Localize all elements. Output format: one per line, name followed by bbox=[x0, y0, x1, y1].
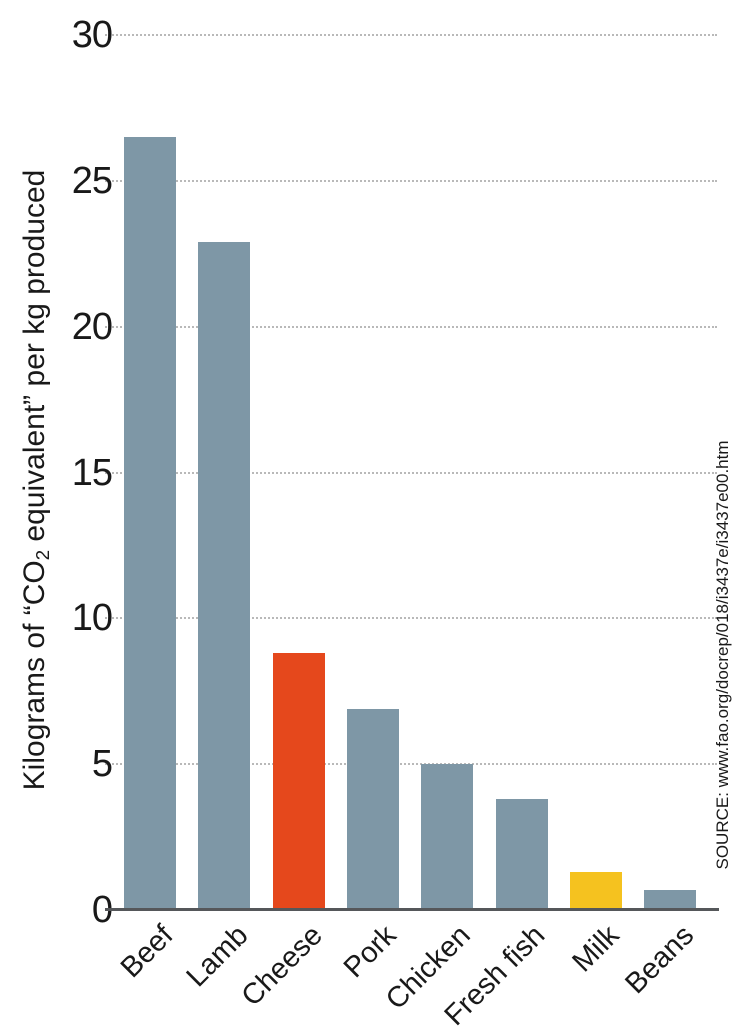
source-note: SOURCE: www.fao.org/docrep/018/i3437e/i3… bbox=[713, 440, 732, 870]
gridline bbox=[105, 471, 717, 474]
y-tick-label: 10 bbox=[71, 597, 113, 640]
x-category-label: Milk bbox=[566, 919, 626, 979]
bar-fresh-fish bbox=[495, 799, 548, 910]
bar-milk bbox=[569, 872, 622, 910]
bar-cheese bbox=[272, 653, 325, 910]
bar-lamb bbox=[198, 242, 251, 910]
bar-beef bbox=[124, 137, 176, 910]
x-category-label: Beef bbox=[115, 919, 180, 985]
bar-pork bbox=[346, 708, 399, 910]
y-axis-label-subscript: 2 bbox=[31, 549, 53, 561]
y-tick-label: 15 bbox=[71, 451, 113, 494]
bar-chicken bbox=[421, 764, 474, 910]
x-category-label: Beans bbox=[619, 919, 701, 1001]
gridline bbox=[105, 34, 717, 36]
gridline bbox=[105, 179, 717, 182]
plot-area bbox=[105, 35, 717, 910]
y-tick-label: 20 bbox=[71, 305, 113, 348]
y-tick-label: 30 bbox=[71, 14, 113, 56]
x-category-label: Pork bbox=[338, 919, 403, 985]
gridline bbox=[105, 763, 717, 766]
y-tick-label: 25 bbox=[71, 159, 113, 202]
x-axis-line bbox=[105, 908, 719, 911]
bar-beans bbox=[644, 889, 697, 910]
x-category-label: Cheese bbox=[235, 919, 329, 1013]
gridline bbox=[105, 325, 717, 328]
gridline bbox=[105, 617, 717, 620]
y-tick-label: 5 bbox=[91, 743, 113, 786]
y-tick-label: 0 bbox=[91, 889, 113, 931]
